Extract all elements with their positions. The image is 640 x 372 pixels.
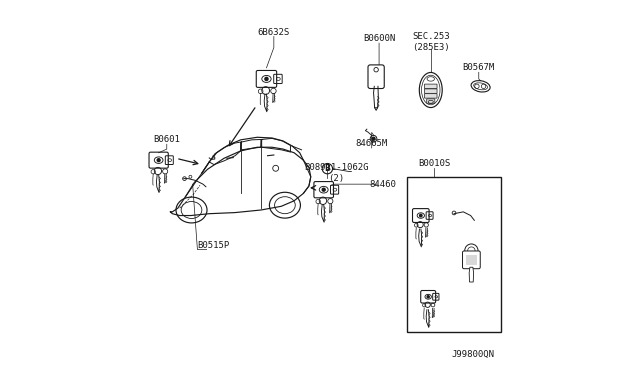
Polygon shape: [156, 175, 159, 193]
FancyBboxPatch shape: [368, 65, 384, 89]
Text: B0567M: B0567M: [463, 63, 495, 72]
Polygon shape: [469, 267, 474, 282]
Bar: [372, 70, 381, 84]
Text: SEC.253
(285E3): SEC.253 (285E3): [412, 32, 449, 52]
Text: B0600N: B0600N: [363, 34, 396, 43]
FancyBboxPatch shape: [424, 89, 437, 93]
Text: 84665M: 84665M: [356, 139, 388, 148]
Text: B08911-1062G
(2): B08911-1062G (2): [305, 163, 369, 183]
FancyBboxPatch shape: [463, 251, 480, 269]
Circle shape: [157, 159, 160, 161]
Text: J99800QN: J99800QN: [452, 350, 495, 359]
FancyBboxPatch shape: [424, 84, 437, 89]
Text: B: B: [324, 164, 330, 173]
Text: 6B632S: 6B632S: [258, 28, 290, 37]
Circle shape: [420, 214, 422, 217]
Text: B0515P: B0515P: [197, 241, 229, 250]
Circle shape: [372, 137, 375, 140]
Polygon shape: [321, 205, 324, 222]
FancyBboxPatch shape: [427, 99, 435, 103]
FancyBboxPatch shape: [424, 94, 437, 98]
Circle shape: [427, 296, 429, 298]
Polygon shape: [426, 310, 429, 327]
Bar: [466, 255, 477, 265]
Text: 84460: 84460: [369, 180, 396, 189]
Text: B0601: B0601: [154, 135, 180, 144]
Polygon shape: [419, 229, 422, 247]
Polygon shape: [264, 94, 267, 112]
Circle shape: [322, 188, 325, 191]
Circle shape: [265, 77, 268, 80]
Text: B0010S: B0010S: [419, 159, 451, 169]
Bar: [407, 177, 501, 332]
